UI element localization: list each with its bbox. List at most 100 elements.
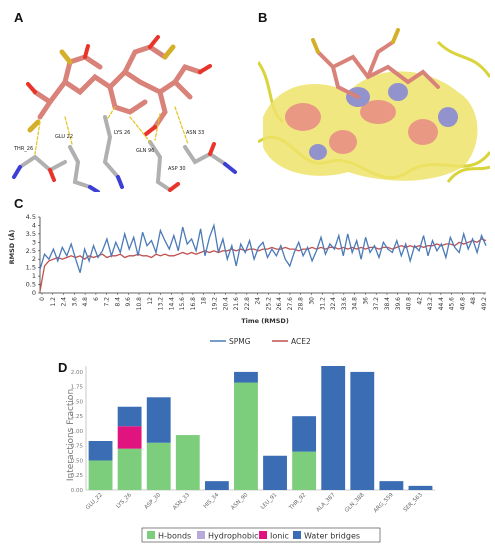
rmsd-legend: SPMG ACE2 [210,337,311,346]
panel-letter-a: A [14,10,24,25]
interactions-x-tick-label: ASP_30 [144,492,163,511]
interactions-x-tick-label: LEU_91 [260,492,279,511]
residue-label: ASP 30 [168,166,186,172]
rmsd-x-tick-label: 16.8 [190,297,197,311]
rmsd-x-tick-label: 31.2 [319,297,326,311]
rmsd-y-tick-label: 4.5 [26,213,36,221]
rmsd-x-tick-label: 40.8 [406,297,413,311]
interactions-bar-segment-water-bridges [146,397,171,443]
rmsd-x-tick-label: 33.6 [341,297,348,311]
rmsd-x-tick-label: 25.2 [265,297,272,311]
interactions-legend-label: Hydrophobic [208,532,259,541]
rmsd-x-tick-label: 8.4 [114,297,121,307]
interactions-bar-segment-water-bridges [88,440,113,461]
rmsd-series-line-spmg [39,222,487,273]
interactions-y-tick-label: 0.25 [71,473,84,479]
interactions-bar-segment-water-bridges [117,406,142,427]
rmsd-y-tick-label: 4 [32,221,36,229]
rmsd-x-tick-label: 15.6 [179,297,186,311]
rmsd-x-tick-label: 45.6 [449,297,456,311]
interactions-legend-label: Ionic [270,532,289,541]
rmsd-x-tick-label: 37.2 [373,297,380,311]
rmsd-x-tick-label: 13.2 [158,297,165,311]
rmsd-x-tick-label: 4.8 [82,297,89,307]
rmsd-y-tick-label: 3 [32,238,36,246]
residue-label: GLN 96 [136,148,154,154]
interactions-bar-segment-ionic [117,426,142,449]
rmsd-x-tick-label: 43.2 [427,297,434,311]
interactions-bar-segment-water-bridges [234,371,258,383]
rmsd-y-tick-label: 0.5 [26,281,36,289]
rmsd-y-axis-label: RMSD (Å) [7,230,16,265]
interactions-y-tick-label: 1.75 [71,385,84,391]
rmsd-x-tick-label: 21.6 [233,297,240,311]
rmsd-x-tick-label: 18 [201,297,208,305]
interactions-bar-segment-water-bridges [408,485,433,490]
interactions-y-axis-label: Interactions Fraction [66,389,76,481]
interactions-legend-label: H-bonds [158,532,191,541]
rmsd-x-tick-label: 39.6 [395,297,402,311]
panel-letter-c: C [14,196,24,211]
rmsd-axes [39,217,486,294]
rmsd-x-tick-label: 48 [470,297,477,305]
rmsd-x-axis-label: Time (RMSD) [241,317,289,325]
molecule-surface-model-image [258,22,490,192]
interactions-y-tick-label: 1.25 [71,414,84,420]
rmsd-x-tick-label: 34.8 [352,297,359,311]
rmsd-legend-label: ACE2 [291,337,311,346]
interactions-y-tick-label: 1.50 [71,399,84,405]
interactions-x-ticks: GLU_22 LYS_26 ASP_30 ASN_33 HIS_34 ASN_90 LEU_… [85,492,424,514]
interactions-bar-segment-h-bonds [117,448,142,490]
rmsd-x-tick-label: 46.8 [459,297,466,311]
rmsd-x-tick-label: 6 [93,297,100,301]
rmsd-x-tick-label: 0 [39,297,46,301]
rmsd-x-tick-label: 1.2 [50,297,57,307]
interactions-bar-chart: 0.00 0.25 0.50 0.75 1.00 1.25 1.50 1.75 2.00 GLU… [66,366,435,543]
interactions-x-tick-label: GLU_22 [85,492,104,511]
rmsd-x-tick-label: 22.8 [244,297,251,311]
rmsd-y-ticks: 00.511.522.533.544.5 [26,213,40,297]
rmsd-y-tick-label: 3.5 [26,230,36,238]
rmsd-series [39,222,487,292]
interactions-bar-segment-h-bonds [146,442,171,490]
rmsd-x-tick-label: 27.6 [287,297,294,311]
rmsd-y-tick-label: 2 [32,255,36,263]
rmsd-y-tick-label: 0 [32,289,36,297]
rmsd-line-chart: 00.511.522.533.544.5 0 1.2 2.4 3.6 4.8 6 7.2 8.… [7,213,488,346]
rmsd-x-tick-label: 36 [362,297,369,305]
interactions-bar-segment-water-bridges [379,481,404,490]
interactions-bar-segment-water-bridges [321,366,346,490]
interactions-bar-segment-h-bonds [88,460,113,490]
residue-label: LYS 26 [114,130,130,136]
interactions-x-tick-label: LYS_26 [115,492,133,510]
interactions-bar-segment-water-bridges [263,455,287,490]
rmsd-x-tick-label: 44.4 [438,297,445,311]
panel-letter-b: B [258,10,268,25]
rmsd-x-tick-label: 12 [147,297,154,305]
interactions-bar-segment-h-bonds [292,451,317,490]
residue-label: GLU 22 [55,134,73,140]
rmsd-series-line-ace2 [39,238,487,292]
rmsd-x-tick-label: 20.4 [222,297,229,311]
interactions-bars [88,366,433,490]
rmsd-x-tick-label: 28.8 [298,297,305,311]
interactions-y-ticks: 0.00 0.25 0.50 0.75 1.00 1.25 1.50 1.75 2.00 [71,370,84,494]
rmsd-x-tick-label: 2.4 [61,297,68,307]
rmsd-x-tick-label: 10.8 [136,297,143,311]
interactions-y-tick-label: 0.00 [71,488,84,494]
interactions-x-tick-label: ASN_90 [230,492,250,512]
interactions-x-tick-label: ARG_559 [373,492,395,514]
rmsd-x-ticks: 0 1.2 2.4 3.6 4.8 6 7.2 8.4 9.6 10.8 12 13.2 14.4 15.… [39,293,488,310]
interactions-y-tick-label: 0.50 [71,458,84,464]
rmsd-x-tick-label: 9.6 [125,297,132,307]
panel-letter-d: D [58,360,68,375]
interactions-bar-segment-water-bridges [204,481,229,490]
residue-label: ASN 33 [186,130,204,136]
rmsd-x-tick-label: 42 [416,297,423,305]
rmsd-x-tick-label: 30 [309,297,316,305]
interactions-bar-segment-water-bridges [350,371,375,490]
interactions-bar-segment-h-bonds [234,382,258,490]
interactions-legend-swatch [293,531,301,539]
rmsd-x-tick-label: 32.4 [330,297,337,311]
interactions-legend-label: Water bridges [304,532,360,541]
